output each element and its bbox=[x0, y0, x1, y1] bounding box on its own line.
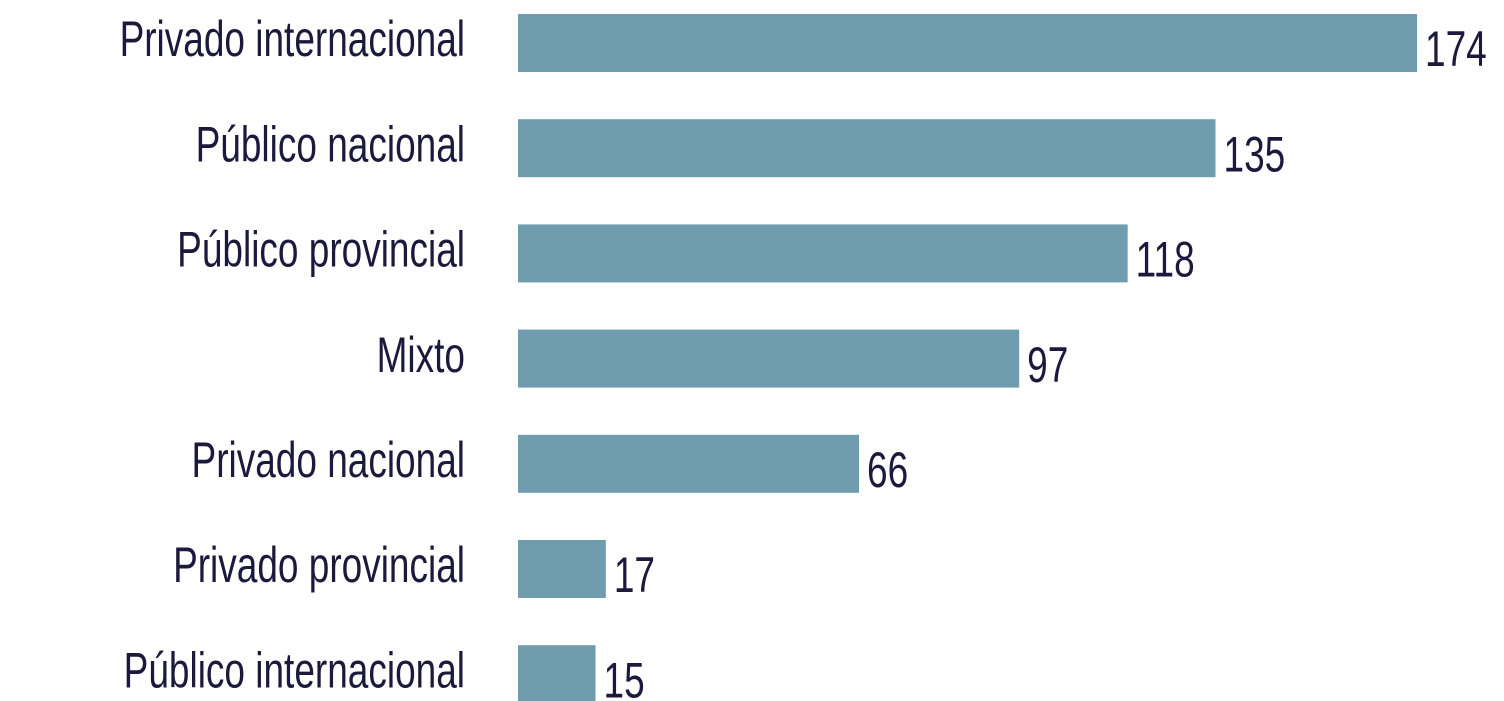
category-label: Privado internacional bbox=[120, 12, 465, 68]
category-label: Privado nacional bbox=[192, 433, 465, 489]
category-label: Privado provincial bbox=[173, 538, 465, 594]
bar bbox=[518, 224, 1128, 283]
category-label-group: Privado provincial bbox=[173, 538, 465, 594]
category-label-group: Privado internacional bbox=[120, 12, 465, 68]
value-label-group: 174 bbox=[1425, 22, 1487, 78]
value-label-group: 66 bbox=[867, 443, 908, 499]
category-label: Público internacional bbox=[124, 643, 465, 699]
value-label-group: 17 bbox=[614, 548, 655, 604]
bar bbox=[518, 645, 596, 701]
category-label-group: Público provincial bbox=[177, 222, 465, 278]
category-label: Público nacional bbox=[196, 117, 465, 173]
value-label: 135 bbox=[1224, 127, 1286, 183]
bar bbox=[518, 14, 1417, 72]
value-label-group: 97 bbox=[1027, 337, 1068, 393]
value-label: 97 bbox=[1027, 337, 1068, 393]
category-label-group: Mixto bbox=[377, 327, 465, 383]
category-label: Mixto bbox=[377, 327, 465, 383]
value-label: 66 bbox=[867, 443, 908, 499]
value-label: 118 bbox=[1136, 232, 1195, 288]
category-label-group: Público internacional bbox=[124, 643, 465, 699]
bar bbox=[518, 540, 606, 598]
bar bbox=[518, 329, 1020, 388]
value-label: 174 bbox=[1425, 22, 1487, 78]
category-label: Público provincial bbox=[177, 222, 465, 278]
bar bbox=[518, 434, 859, 493]
bar bbox=[518, 119, 1216, 178]
value-label-group: 135 bbox=[1224, 127, 1286, 183]
value-label: 17 bbox=[614, 548, 655, 604]
value-label: 15 bbox=[604, 653, 645, 701]
value-label-group: 15 bbox=[604, 653, 645, 701]
category-label-group: Público nacional bbox=[196, 117, 465, 173]
value-label-group: 118 bbox=[1136, 232, 1195, 288]
category-label-group: Privado nacional bbox=[192, 433, 465, 489]
